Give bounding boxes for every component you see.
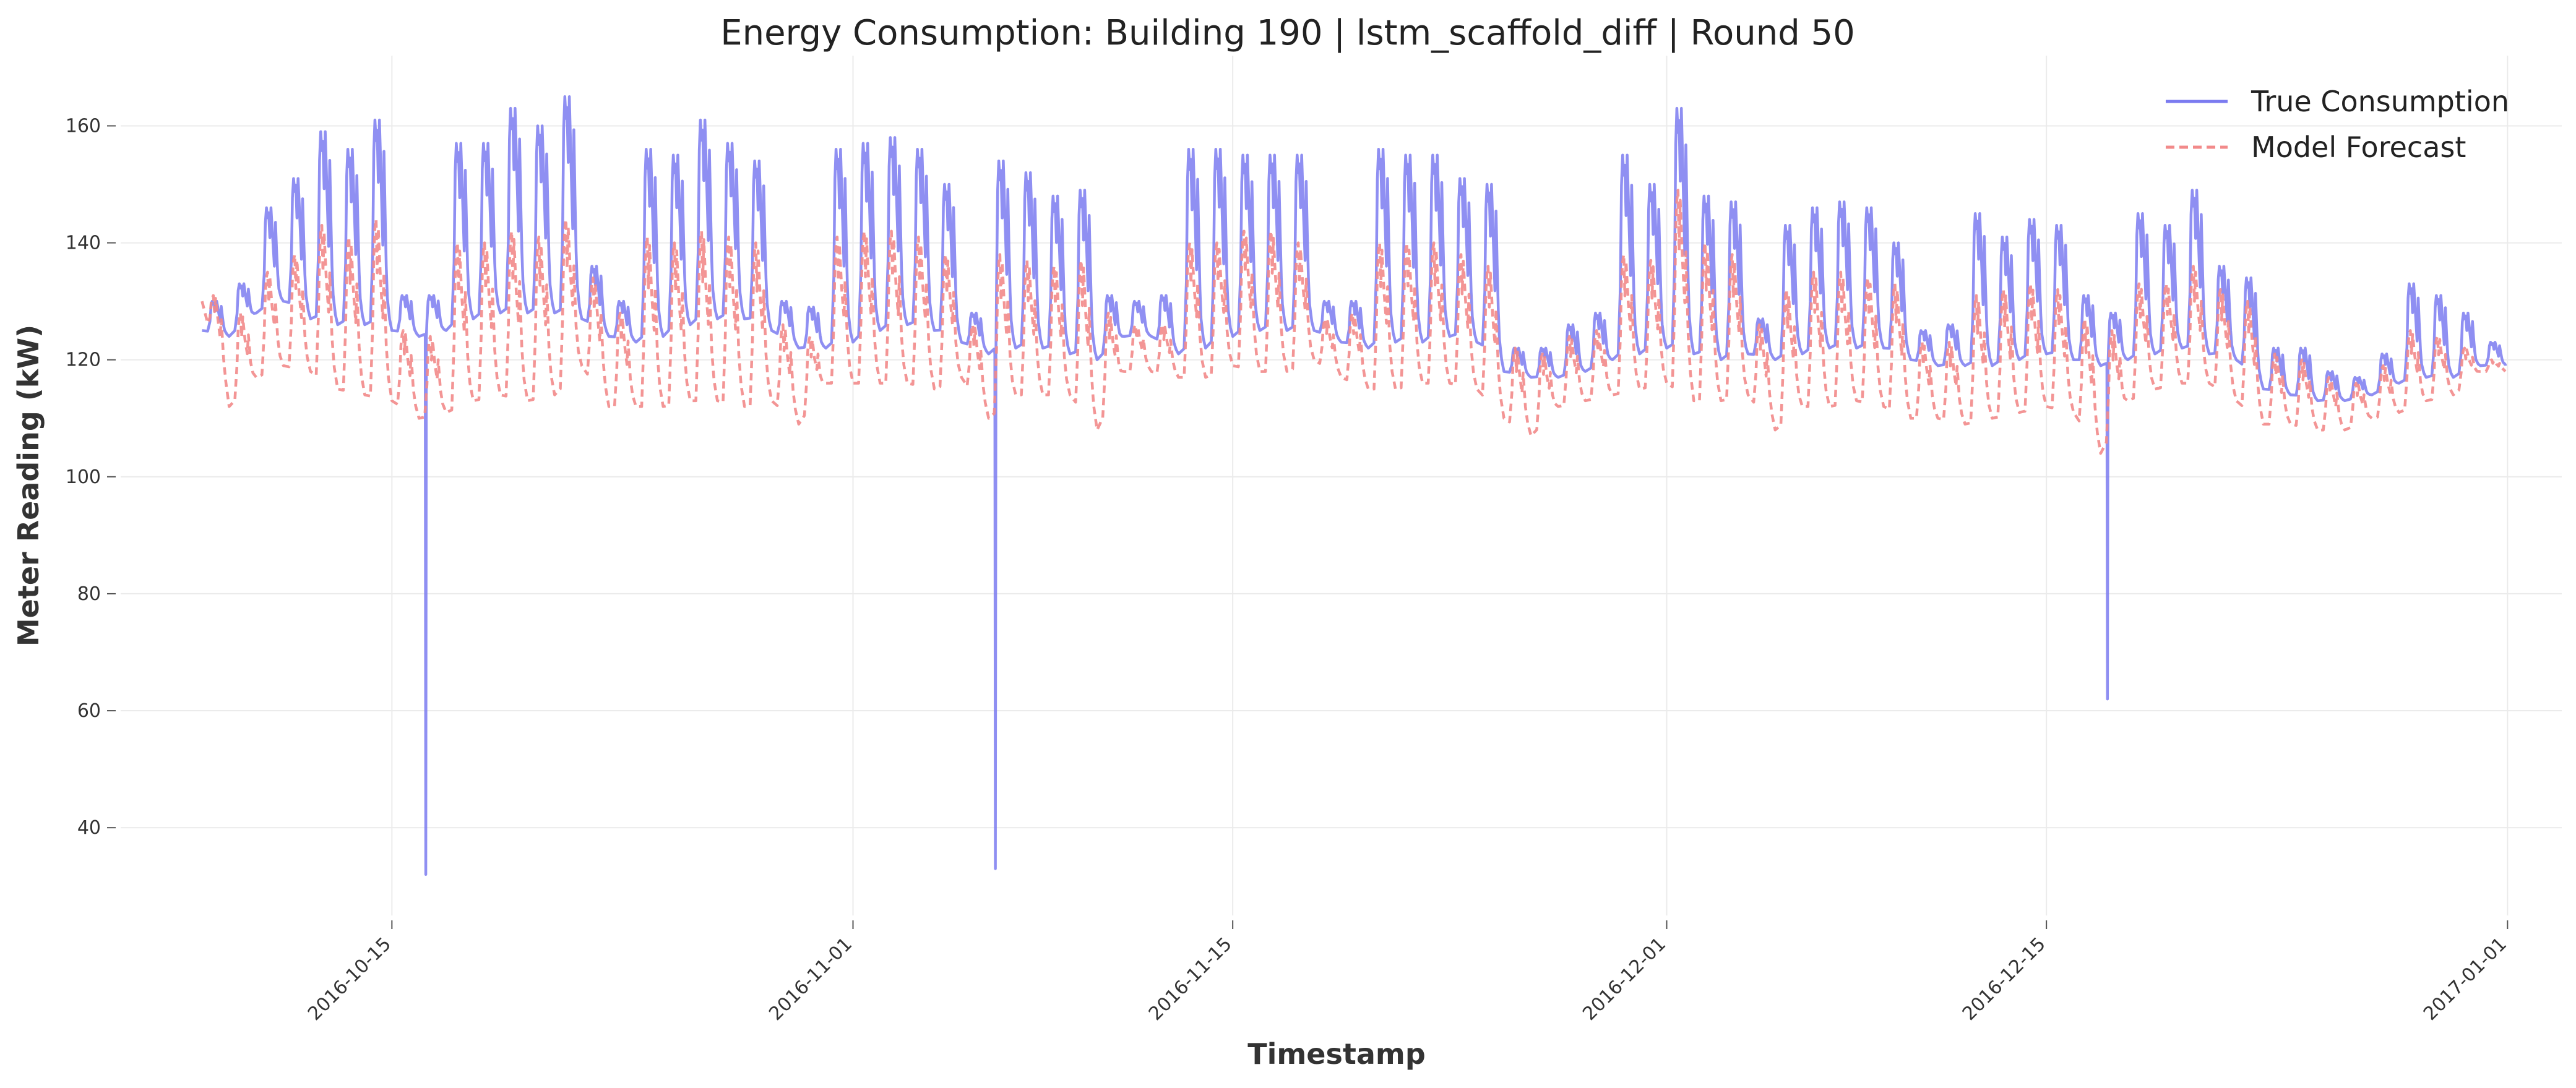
x-tick-label: 2016-12-01 <box>1579 933 1670 1025</box>
y-tick-label: 140 <box>66 233 101 254</box>
x-tick-label: 2016-10-15 <box>304 933 395 1025</box>
x-tick-label: 2016-11-01 <box>765 933 856 1025</box>
legend-label-model-forecast: Model Forecast <box>2251 131 2466 164</box>
x-tick-label: 2016-11-15 <box>1145 933 1236 1025</box>
legend: True Consumption Model Forecast <box>2166 85 2509 164</box>
y-tick-label: 160 <box>66 115 101 137</box>
x-axis-title: Timestamp <box>1247 1037 1426 1071</box>
x-tick-label: 2017-01-01 <box>2419 933 2511 1025</box>
y-tick-label: 40 <box>77 817 101 839</box>
y-axis: 40 60 80 100 120 140 160 <box>66 115 116 839</box>
y-tick-label: 60 <box>77 700 101 722</box>
y-tick-label: 120 <box>66 349 101 371</box>
y-tick-label: 100 <box>66 466 101 488</box>
series-line-true-consumption <box>202 95 2507 876</box>
x-axis: 2016-10-15 2016-11-01 2016-11-15 2016-12-01… <box>304 920 2511 1025</box>
series-line-model-forecast <box>200 189 2507 455</box>
x-tick-label: 2016-12-15 <box>1958 933 2050 1025</box>
grid-layer <box>121 56 2562 915</box>
y-tick-label: 80 <box>77 583 101 605</box>
legend-label-true-consumption: True Consumption <box>2251 85 2509 118</box>
y-axis-title: Meter Reading (kW) <box>12 325 45 646</box>
series-layer <box>200 95 2507 876</box>
chart-title: Energy Consumption: Building 190 | lstm_… <box>720 13 1855 53</box>
